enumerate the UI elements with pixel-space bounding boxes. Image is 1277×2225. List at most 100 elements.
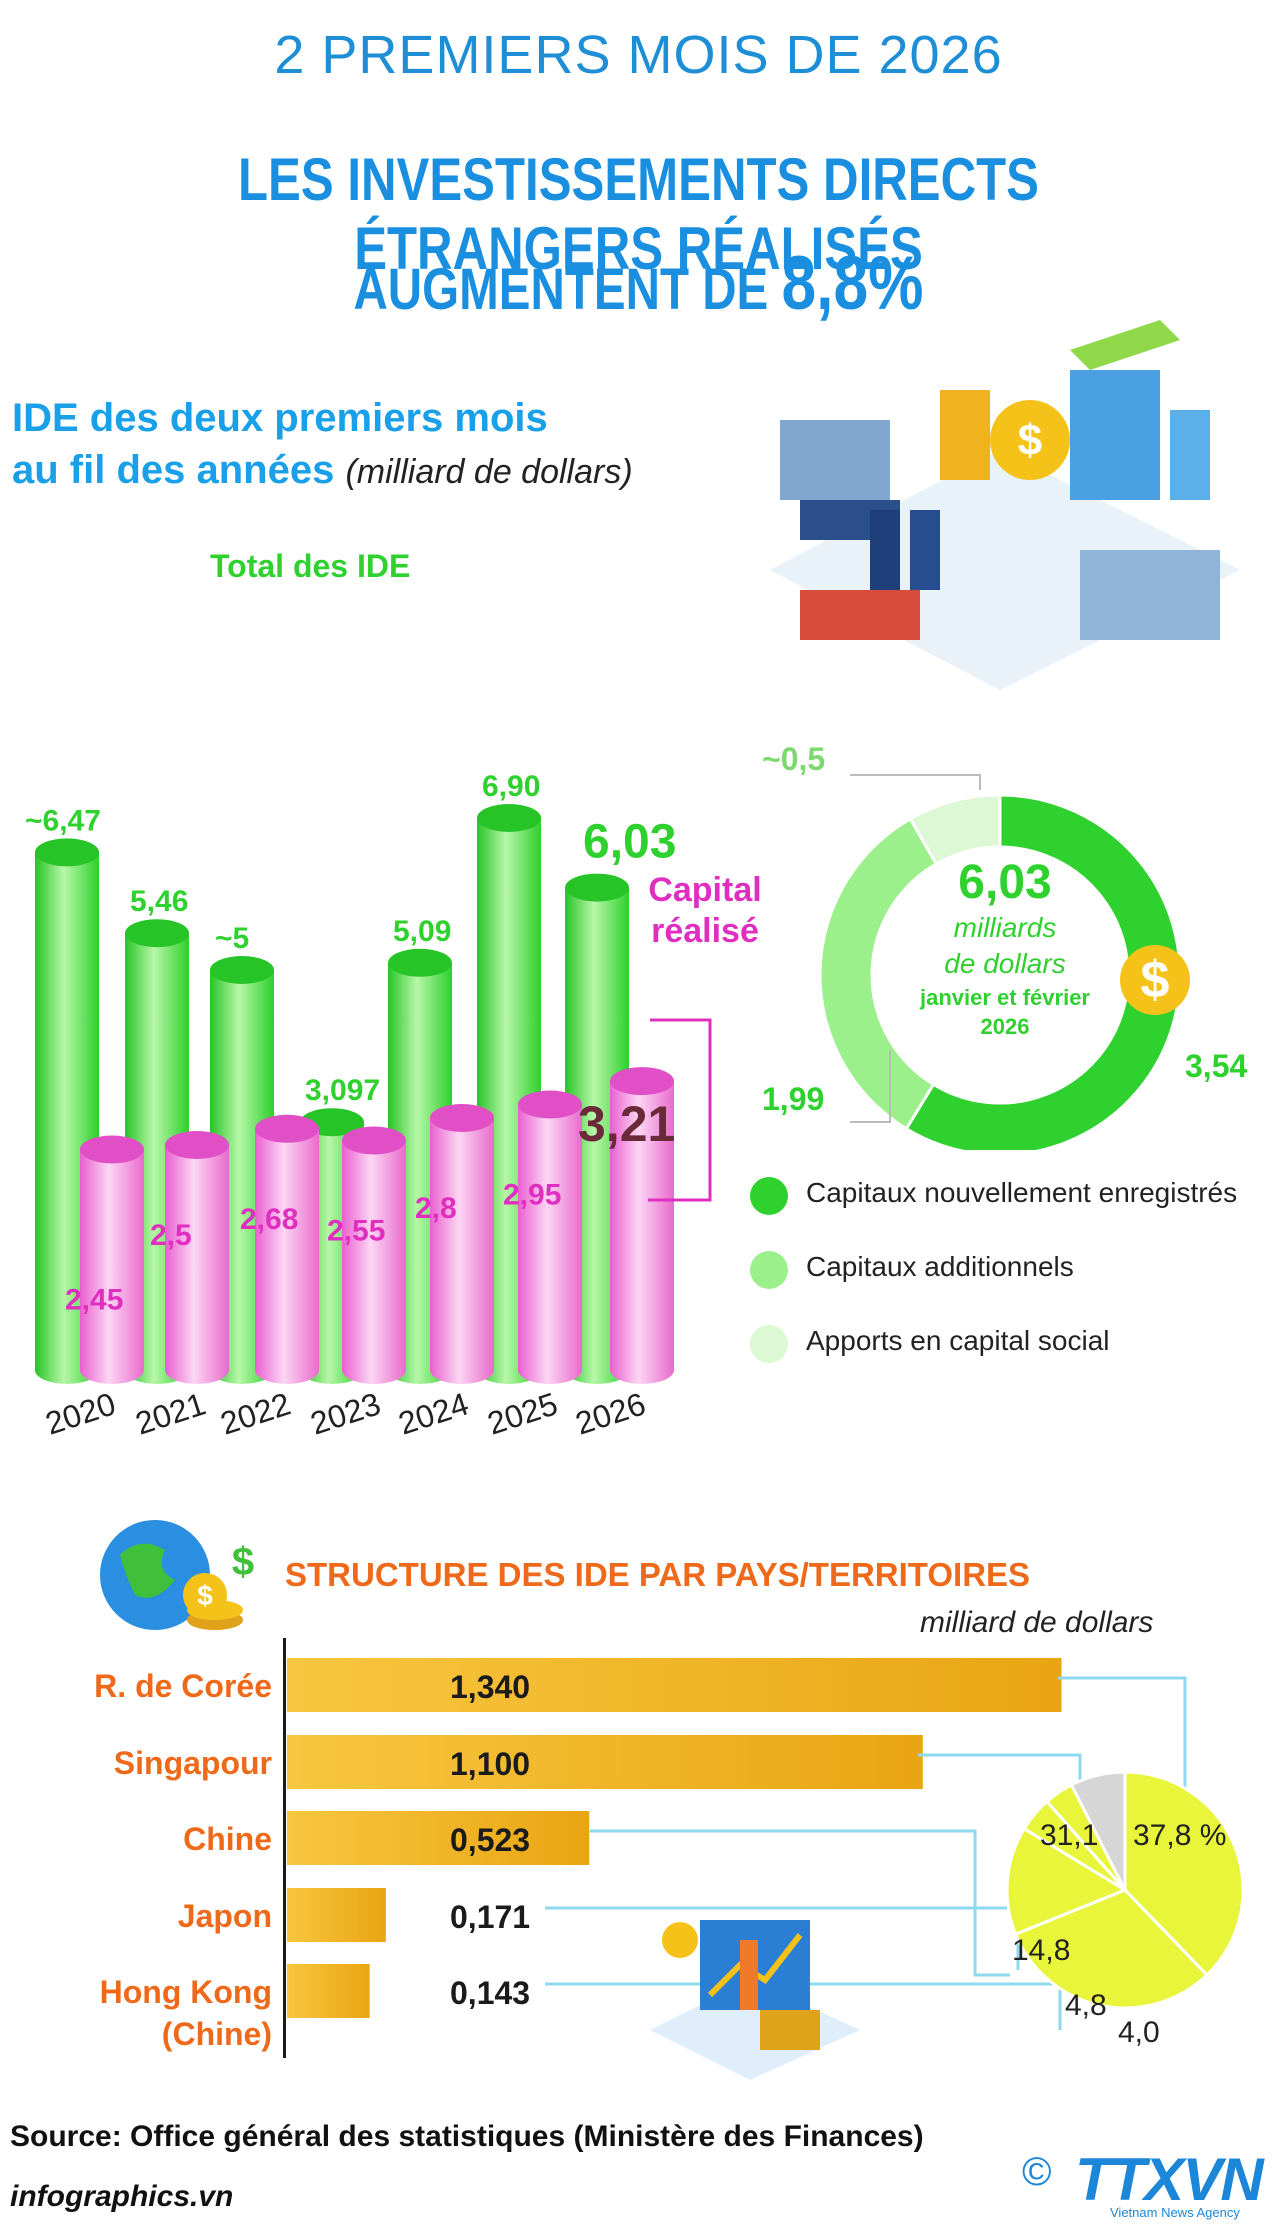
share-label-1: 31,1	[1040, 1819, 1098, 1852]
donut-leader-0	[850, 774, 981, 790]
legend-new-capital: Capitaux nouvellement enregistrés	[750, 1173, 1270, 1223]
capital-realise-label: Capital réalisé	[630, 870, 780, 952]
country-bar-chart: 1,340 1,100 0,523 0,171 0,143 37,8 % 31,1 14,8…	[283, 1638, 1245, 2058]
realized-bar-2022-base	[255, 1356, 319, 1384]
section1-unit: (milliard de dollars)	[345, 453, 633, 491]
total-bar-2026-top	[565, 873, 629, 902]
construction-icon	[1080, 550, 1220, 640]
total-bar-2025-top	[477, 804, 541, 832]
realized-bar-2023	[342, 1126, 406, 1384]
trading-illustration	[650, 1920, 860, 2080]
realized-bar-2025-body	[518, 1104, 582, 1370]
legend-dot-new	[750, 1177, 788, 1215]
bar-axis	[283, 1638, 286, 2058]
building-icon	[1070, 370, 1160, 500]
realized-value-2026: 3,21	[578, 1096, 675, 1152]
realized-bar-2025	[518, 1090, 582, 1384]
donut-center-value: 6,03	[958, 856, 1052, 909]
share-slice-0	[1123, 1770, 1245, 1978]
country-china: Chine	[183, 1821, 272, 1857]
realized-bar-2023-body	[342, 1140, 406, 1370]
realized-bar-2020-body	[80, 1149, 144, 1370]
ide-cylinder-chart: ~6,47 5,46 ~5 3,097 5,09 6,90 6,03 2,45 2,5 2,68 2…	[25, 770, 712, 1440]
realized-bar-2021-base	[165, 1356, 229, 1384]
country-value-3: 0,171	[450, 1899, 530, 1935]
headline-prefix: AUGMENTENT DE	[353, 257, 782, 322]
realized-bar-2022-body	[255, 1128, 319, 1370]
realized-value-2024: 2,8	[415, 1192, 457, 1225]
headline-growth-value: 8,8%	[781, 241, 924, 326]
realized-bar-2025-base	[518, 1356, 582, 1384]
country-bar-3	[287, 1888, 386, 1942]
businessman-icon	[870, 510, 900, 590]
share-label-0: 37,8 %	[1133, 1819, 1226, 1852]
kicker-title: 2 PREMIERS MOIS DE 2026	[274, 25, 1003, 85]
total-bar-2020-top	[35, 838, 99, 867]
headline-line1: LES INVESTISSEMENTS DIRECTS ÉTRANGERS RÉ…	[237, 146, 1039, 282]
legend-label-additional: Capitaux additionnels	[806, 1251, 1074, 1282]
donut-label-0: 3,54	[1185, 1048, 1247, 1084]
source-text: Source: Office général des statistiques …	[10, 2120, 924, 2153]
realized-bar-2021-body	[165, 1145, 229, 1370]
realized-bar-2020-base	[80, 1356, 144, 1384]
country-bar-4	[287, 1964, 370, 2018]
total-value-2024: 5,09	[393, 915, 451, 948]
realized-bar-2020	[80, 1135, 144, 1384]
realized-bar-2021	[165, 1131, 229, 1384]
realized-bar-2024	[430, 1104, 494, 1384]
country-bar-0	[287, 1658, 1062, 1712]
legend-social-capital: Apports en capital social	[750, 1321, 1270, 1371]
realized-bar-2022	[255, 1114, 319, 1384]
country-korea: R. de Corée	[94, 1668, 272, 1704]
pie-leader-2	[590, 1829, 1010, 1977]
legend-label-new: Capitaux nouvellement enregistrés	[806, 1177, 1238, 1208]
site-link[interactable]: infographics.vn	[10, 2180, 234, 2213]
legend-label-social: Apports en capital social	[806, 1325, 1110, 1356]
country-japan: Japon	[177, 1898, 272, 1934]
coin-icon	[662, 1922, 698, 1958]
country-value-1: 1,100	[450, 1746, 530, 1782]
share-slice-5	[1069, 1770, 1127, 1891]
investment-illustration: $	[770, 320, 1240, 690]
realized-bar-2026	[610, 1067, 674, 1384]
realized-bar-2023-top	[342, 1126, 406, 1155]
year-label-2022: 2022	[216, 1385, 295, 1440]
realized-bar-2025-top	[518, 1090, 582, 1119]
share-slice-1	[1013, 1888, 1209, 2010]
legend-additional-capital: Capitaux additionnels	[750, 1247, 1270, 1297]
country-singapore: Singapour	[113, 1745, 272, 1781]
country-value-0: 1,340	[450, 1669, 530, 1705]
total-bar-2022-top	[210, 956, 274, 984]
donut-slice-0	[904, 793, 1182, 1150]
total-value-2026: 6,03	[583, 816, 676, 869]
section1-title-line2: au fil des années	[12, 448, 335, 492]
svg-text:$: $	[1018, 416, 1042, 465]
capital-realise-line2: réalisé	[651, 911, 759, 950]
copyright-icon: ©	[1022, 2150, 1052, 2194]
country-bar-1	[287, 1735, 923, 1789]
country-hongkong: Hong Kong (Chine)	[99, 1974, 272, 2052]
total-bar-2024-top	[388, 948, 452, 977]
share-label-2: 14,8	[1012, 1934, 1070, 1967]
realized-value-2021: 2,5	[150, 1219, 192, 1252]
capital-realise-connector	[648, 1018, 712, 1202]
donut-unit-line2: de dollars	[944, 948, 1066, 980]
container-icon	[800, 590, 920, 640]
ttxvn-logo: TTXVN	[1075, 2146, 1264, 2213]
section1-title: IDE des deux premiers mois au fil des an…	[12, 392, 752, 496]
total-value-2023: 3,097	[305, 1074, 380, 1107]
donut-slice-1	[818, 816, 939, 1131]
share-label-4: 4,0	[1118, 2016, 1160, 2049]
realized-bar-2024-body	[430, 1118, 494, 1370]
capital-realise-line1: Capital	[648, 871, 762, 909]
realized-value-2023: 2,55	[327, 1215, 385, 1248]
headline-line2: AUGMENTENT DE 8,8%	[115, 240, 1162, 327]
svg-text:$: $	[197, 1580, 213, 1611]
donut-period-line2: 2026	[980, 1013, 1030, 1039]
legend-dot-additional	[750, 1251, 788, 1289]
legend-dot-social	[750, 1325, 788, 1363]
realized-bar-2020-top	[80, 1135, 144, 1164]
person-icon	[740, 1940, 758, 2010]
warehouse-icon	[780, 420, 890, 500]
share-slice-2	[1005, 1826, 1129, 1937]
